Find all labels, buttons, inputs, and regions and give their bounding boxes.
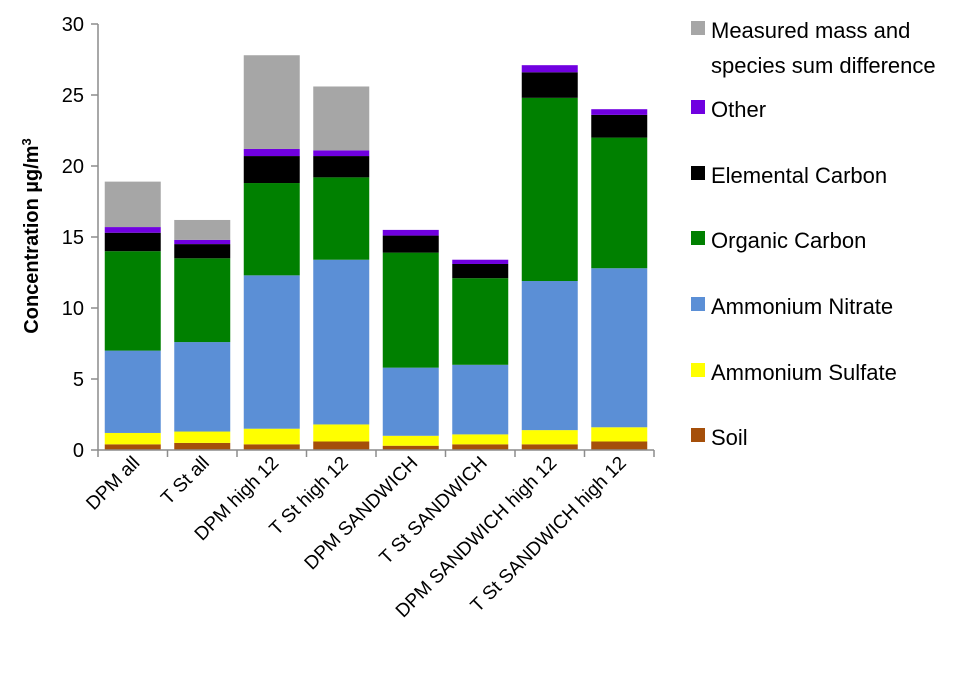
- bar-segment: [452, 364, 509, 435]
- legend-swatch: [691, 100, 705, 114]
- x-tick-label: T St all: [157, 453, 213, 509]
- bar-segment: [521, 430, 578, 445]
- bar-segment: [313, 150, 370, 157]
- legend-label: Ammonium Nitrate: [711, 294, 893, 319]
- legend-label: Other: [711, 97, 766, 122]
- legend-label: Organic Carbon: [711, 228, 866, 253]
- bar-segment: [521, 281, 578, 431]
- y-tick-label: 20: [62, 156, 84, 178]
- bar-segment: [313, 156, 370, 178]
- bar-segment: [104, 232, 161, 252]
- bar-segment: [313, 441, 370, 450]
- bar-segment: [243, 183, 300, 276]
- bar-segment: [243, 156, 300, 184]
- y-tick-label: 5: [73, 369, 84, 391]
- y-tick-label: 10: [62, 298, 84, 320]
- bar-segment: [521, 65, 578, 73]
- bar-segment: [382, 445, 439, 450]
- bar-segment: [382, 435, 439, 446]
- y-axis-title-superscript: 3: [19, 138, 34, 145]
- bar-segment: [174, 244, 231, 259]
- bar-segment: [313, 177, 370, 260]
- bar-segment: [174, 442, 231, 450]
- bar-segment: [243, 444, 300, 450]
- bar-segment: [243, 275, 300, 429]
- legend-label: Elemental Carbon: [711, 163, 887, 188]
- bar-segment: [382, 235, 439, 253]
- legend-swatch: [691, 297, 705, 311]
- bar-segment: [591, 441, 648, 450]
- bar-segment: [174, 219, 231, 240]
- bar-segment: [382, 252, 439, 368]
- bar-segment: [174, 431, 231, 443]
- bar-segment: [591, 114, 648, 138]
- bar-segment: [313, 424, 370, 442]
- bar-segment: [313, 259, 370, 425]
- bar-segment: [452, 278, 509, 365]
- legend-swatch: [691, 428, 705, 442]
- bar-segment: [382, 367, 439, 436]
- bars-layer: [104, 55, 648, 450]
- bar-segment: [521, 72, 578, 98]
- legend-label: Ammonium Sulfate: [711, 360, 897, 385]
- y-tick-label: 30: [62, 14, 84, 36]
- bar-segment: [452, 444, 509, 450]
- bar-segment: [243, 148, 300, 157]
- legend: Measured mass and species sum difference O…: [691, 18, 936, 450]
- bar-segment: [591, 109, 648, 115]
- x-tick-label: DPM all: [82, 453, 144, 515]
- bar-segment: [104, 350, 161, 433]
- bar-segment: [104, 432, 161, 445]
- bar-segment: [104, 227, 161, 233]
- bar-segment: [174, 258, 231, 343]
- bar-segment: [591, 268, 648, 428]
- legend-swatch: [691, 231, 705, 245]
- bar-segment: [452, 263, 509, 279]
- y-tick-label: 15: [62, 227, 84, 249]
- bar-segment: [104, 181, 161, 228]
- bar-segment: [174, 342, 231, 432]
- y-axis-ticks: 0 5 10 15 20 25 30: [62, 14, 98, 462]
- bar-segment: [313, 86, 370, 151]
- y-tick-label: 25: [62, 85, 84, 107]
- bar-segment: [243, 428, 300, 445]
- legend-label: Soil: [711, 425, 748, 450]
- legend-label: Measured mass and species sum difference: [711, 18, 936, 78]
- legend-swatch: [691, 166, 705, 180]
- bar-segment: [104, 251, 161, 351]
- bar-segment: [521, 444, 578, 450]
- bar-segment: [521, 97, 578, 282]
- bar-segment: [452, 434, 509, 445]
- legend-swatch: [691, 21, 705, 35]
- y-tick-label: 0: [73, 440, 84, 462]
- legend-swatch: [691, 363, 705, 377]
- bar-segment: [104, 444, 161, 450]
- bar-segment: [174, 239, 231, 245]
- y-axis-title: Concentration µg/m3: [19, 138, 44, 333]
- bar-segment: [382, 229, 439, 236]
- bar-segment: [243, 55, 300, 149]
- bar-segment: [591, 427, 648, 442]
- bar-segment: [591, 137, 648, 269]
- bar-segment: [452, 259, 509, 264]
